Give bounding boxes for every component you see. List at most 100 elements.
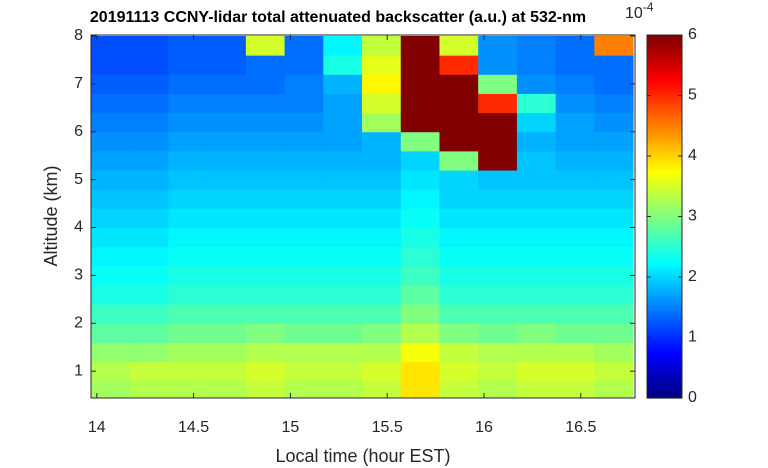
colorbar-swatch [647, 284, 682, 288]
heatmap-cell [400, 55, 440, 75]
colorbar-swatch [647, 120, 682, 124]
heatmap-cell [207, 170, 247, 190]
heatmap-cell [516, 189, 557, 209]
heatmap-cell [91, 342, 131, 363]
y-tick-label: 6 [74, 123, 83, 140]
heatmap-cell [362, 74, 402, 94]
heatmap-cell [245, 304, 286, 324]
heatmap-cell [323, 55, 363, 75]
heatmap-cell [362, 265, 402, 286]
heatmap-cell [555, 74, 595, 94]
heatmap-cell [400, 93, 440, 114]
colorbar-swatch [647, 97, 682, 101]
colorbar-swatch [647, 202, 682, 206]
heatmap-cell [516, 323, 557, 343]
colorbar-swatch [647, 324, 682, 328]
heatmap-cell [323, 323, 363, 343]
colorbar-swatch [647, 310, 682, 314]
colorbar-swatch [647, 335, 682, 340]
heatmap-cell [129, 55, 169, 75]
heatmap-cell [91, 380, 131, 398]
heatmap-cell [439, 112, 479, 133]
heatmap-cell [129, 380, 169, 398]
colorbar-swatch [647, 210, 682, 215]
heatmap-cell [516, 265, 557, 286]
heatmap-cell [362, 304, 402, 324]
heatmap-cell [594, 35, 634, 56]
heatmap-cell [439, 93, 479, 114]
heatmap-cell [516, 208, 557, 229]
colorbar-swatch [647, 346, 682, 351]
heatmap-cell [168, 170, 208, 190]
colorbar-swatch [647, 244, 682, 249]
heatmap-cell [284, 189, 324, 209]
colorbar-swatch [647, 329, 682, 334]
heatmap-cell [594, 284, 634, 305]
heatmap-cell [129, 227, 169, 248]
colorbar-swatch [647, 290, 682, 294]
colorbar-swatch [647, 71, 682, 76]
heatmap-cell [439, 284, 479, 305]
heatmap-cell [439, 74, 479, 94]
heatmap-cell [362, 150, 402, 171]
heatmap-cell [245, 112, 286, 133]
heatmap-cell [400, 74, 440, 94]
heatmap-cell [91, 55, 131, 75]
heatmap-cell [207, 55, 247, 75]
colorbar-swatch [647, 131, 682, 135]
heatmap-cell [555, 150, 595, 171]
colorbar-swatch [647, 43, 682, 47]
colorbar-swatch [647, 304, 682, 308]
colorbar-swatch [647, 128, 682, 133]
heatmap-cell [245, 35, 286, 56]
colorbar-swatch [647, 349, 682, 354]
colorbar-swatch [647, 100, 682, 104]
colorbar-swatch [647, 168, 682, 172]
colorbar-swatch [647, 256, 682, 260]
colorbar-swatch [647, 122, 682, 127]
y-tick-label: 1 [74, 362, 83, 379]
colorbar-tick-label: 5 [688, 87, 697, 104]
colorbar-swatch [647, 193, 682, 198]
heatmap-cell [439, 170, 479, 190]
heatmap-cell [207, 74, 247, 94]
heatmap-cell [362, 361, 402, 382]
heatmap-cell [478, 342, 518, 363]
x-tick-label: 14 [88, 419, 106, 436]
heatmap-cell [168, 208, 208, 229]
heatmap-cell [439, 323, 479, 343]
heatmap-cell [168, 227, 208, 248]
colorbar-swatch [647, 378, 682, 382]
colorbar-swatch [647, 375, 682, 379]
heatmap-cell [129, 304, 169, 324]
heatmap-cell [555, 323, 595, 343]
colorbar-swatch [647, 173, 682, 178]
heatmap-cell [168, 35, 208, 56]
heatmap-cell [478, 304, 518, 324]
heatmap-cell [400, 265, 440, 286]
colorbar-swatch [647, 142, 682, 147]
heatmap-cell [516, 74, 557, 94]
heatmap-cell [284, 246, 324, 267]
heatmap-cell [594, 55, 634, 75]
heatmap-cell [594, 150, 634, 171]
heatmap-cell [129, 246, 169, 267]
heatmap-cell [323, 284, 363, 305]
colorbar-swatch [647, 386, 682, 391]
heatmap-cell [478, 284, 518, 305]
heatmap-cell [400, 35, 440, 56]
heatmap-cell [91, 246, 131, 267]
heatmap-cell [555, 35, 595, 56]
heatmap-cell [129, 93, 169, 114]
heatmap-cell [516, 361, 557, 382]
heatmap-cell [594, 208, 634, 229]
colorbar-swatch [647, 88, 682, 93]
heatmap-cell [516, 55, 557, 75]
colorbar-swatch [647, 355, 682, 359]
y-axis-label: Altitude (km) [41, 165, 61, 266]
heatmap-cell [555, 112, 595, 133]
colorbar-swatch [647, 312, 682, 317]
heatmap-cell [245, 361, 286, 382]
heatmap-cell [323, 246, 363, 267]
heatmap-cell [594, 342, 634, 363]
